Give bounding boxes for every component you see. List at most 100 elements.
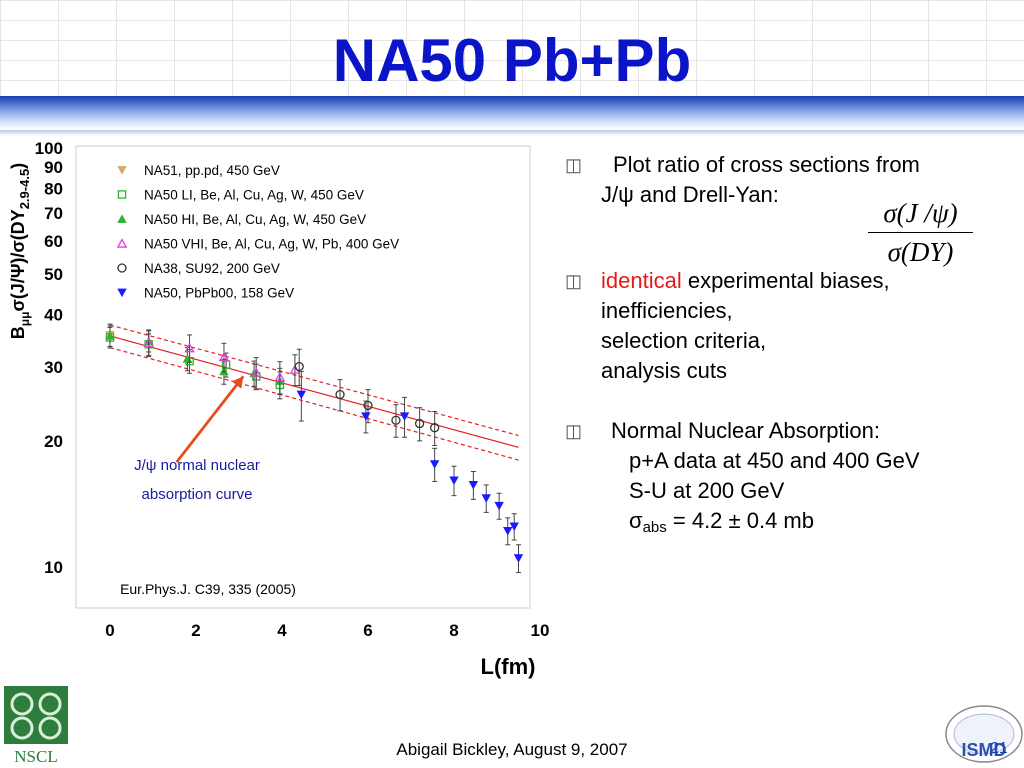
data-point [361, 412, 371, 421]
legend-entry: NA50, PbPb00, 158 GeV [144, 286, 294, 301]
y-tick-label: 50 [44, 265, 63, 284]
data-points-layer [105, 323, 524, 574]
header-gradient-fade [0, 130, 1024, 136]
footer-author-date: Abigail Bickley, August 9, 2007 [396, 740, 628, 759]
y-tick-label: 80 [44, 180, 63, 199]
data-point [399, 412, 410, 421]
cross-section-ratio-formula: σ(J /ψ) σ(DY) [868, 196, 973, 269]
data-point [468, 481, 479, 490]
y-axis-label: Bμμσ(J/Ψ)/σ(DY2.9-4.5) [8, 163, 32, 339]
absorption-curve-lower-band [109, 346, 519, 461]
data-point [184, 342, 195, 353]
data-point [296, 390, 307, 400]
data-point [105, 331, 115, 340]
formula-denominator: σ(DY) [887, 237, 954, 267]
data-point [294, 361, 304, 372]
slide-title: NA50 Pb+Pb [332, 27, 692, 94]
y-tick-label: 70 [44, 204, 63, 223]
legend-marker [117, 214, 127, 223]
annotation-arrow-shaft [175, 375, 245, 463]
bullet-marker-icon: ◫ [565, 421, 583, 441]
data-point [503, 526, 513, 536]
y-tick-label: 40 [44, 306, 63, 325]
header-grid-background [0, 0, 1024, 100]
bullet-2-line-3: selection criteria, [601, 328, 767, 353]
bullet-2-line-4: analysis cuts [601, 358, 727, 383]
legend-marker [116, 238, 128, 248]
chart-area: 0 2 4 6 8 10 10 20 30 40 50 60 70 80 90 100 NA51, pp.pd… [0, 136, 560, 681]
bullet-list: ◫ Plot ratio of cross sections from J/ψ … [563, 150, 1018, 543]
bullet-identical-biases: ◫ identical experimental biases, ineffic… [563, 266, 1018, 386]
citation-label: Eur.Phys.J. C39, 335 (2005) [120, 581, 296, 597]
data-point [274, 371, 286, 382]
x-tick-label: 4 [277, 621, 287, 640]
legend-entry: NA51, pp.pd, 450 GeV [144, 163, 280, 178]
data-point [449, 476, 459, 485]
x-tick-label: 2 [191, 621, 200, 640]
data-point [250, 367, 262, 377]
absorption-curve-upper-band [109, 324, 519, 437]
legend-marker [117, 190, 127, 199]
legend-entry: NA50 VHI, Be, Al, Cu, Ag, W, Pb, 400 GeV [144, 237, 399, 252]
data-point [391, 415, 401, 425]
nscl-swirl-icon [38, 716, 62, 740]
data-point [143, 337, 155, 347]
y-tick-label: 10 [44, 558, 63, 577]
ismd-ring-icon [945, 705, 1023, 763]
bullet-3-line-3: S-U at 200 GeV [629, 478, 785, 503]
x-tick-label: 10 [531, 621, 550, 640]
ismd-logo-text: ISMD [962, 740, 1007, 760]
data-point [494, 501, 504, 511]
absorption-curve-layer [109, 324, 519, 461]
y-tick-label: 20 [44, 432, 63, 451]
formula-numerator: σ(J /ψ) [883, 198, 958, 228]
bullet-marker-icon: ◫ [565, 155, 583, 175]
bullet-1-line-2: J/ψ and Drell-Yan: [601, 182, 779, 207]
series-5 [296, 370, 524, 574]
bullet-3-line-1: Normal Nuclear Absorption: [611, 418, 881, 443]
x-tick-label: 8 [449, 621, 458, 640]
legend-marker [117, 288, 127, 298]
data-point [429, 460, 440, 469]
legend-entry: NA50 LI, Be, Al, Cu, Ag, W, 450 GeV [144, 188, 364, 203]
identical-highlight: identical [601, 268, 682, 293]
nscl-swirl-icon [10, 716, 34, 740]
data-point [509, 522, 519, 532]
data-point [335, 389, 345, 400]
bullet-3-line-2: p+A data at 450 and 400 GeV [629, 448, 920, 473]
fraction-bar [868, 232, 973, 233]
y-tick-label: 100 [35, 139, 63, 158]
data-point [481, 494, 491, 503]
series-3 [143, 329, 301, 395]
bullet-cross-sections: ◫ Plot ratio of cross sections from J/ψ … [563, 150, 1018, 210]
ismd-logo: ISMD [945, 705, 1023, 763]
annotation-text-line-2: absorption curve [142, 486, 253, 503]
nscl-swirl-icon [38, 692, 62, 716]
bullet-1-line-1: Plot ratio of cross sections from [613, 152, 920, 177]
annotation-layer: J/ψ normal nuclear absorption curve [134, 375, 260, 503]
x-axis-label: L(fm) [481, 654, 536, 679]
y-tick-label: 30 [44, 358, 63, 377]
x-tick-label: 0 [105, 621, 114, 640]
chart-legend: NA51, pp.pd, 450 GeV NA50 LI, Be, Al, Cu,… [116, 163, 399, 301]
series-4 [294, 348, 440, 446]
bullet-2-line-2: inefficiencies, [601, 298, 733, 323]
bullet-3-line-4: σabs = 4.2 ± 0.4 mb [629, 508, 814, 536]
page-number: 21 [990, 740, 1008, 757]
nscl-swirl-icon [10, 692, 34, 716]
header-gradient-band [0, 96, 1024, 130]
legend-entry: NA38, SU92, 200 GeV [144, 261, 280, 276]
absorption-curve-line [109, 335, 519, 448]
bullet-marker-icon: ◫ [565, 271, 583, 291]
data-point [414, 418, 425, 429]
legend-entry: NA50 HI, Be, Al, Cu, Ag, W, 450 GeV [144, 212, 366, 227]
legend-marker [117, 263, 127, 273]
data-point [429, 423, 440, 433]
y-tick-label: 60 [44, 232, 63, 251]
annotation-arrow-head-icon [231, 376, 244, 389]
annotation-text-line-1: J/ψ normal nuclear [134, 457, 260, 474]
nscl-logo-text: NSCL [14, 747, 57, 766]
bullet-nuclear-absorption: ◫ Normal Nuclear Absorption: p+A data at… [563, 416, 1018, 543]
